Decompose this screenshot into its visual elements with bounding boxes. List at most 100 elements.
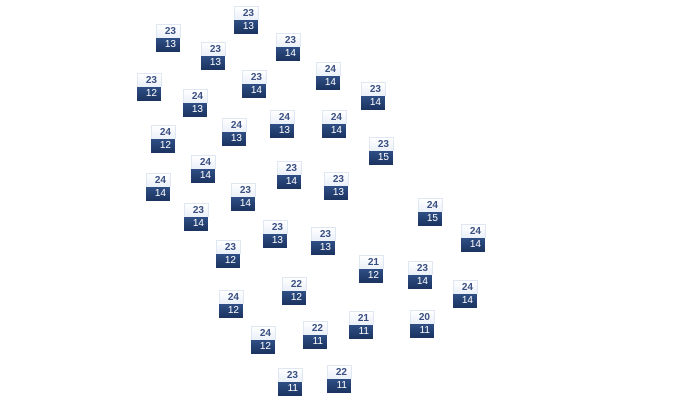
weather-marker[interactable]: 23 13 <box>311 227 336 255</box>
weather-marker[interactable]: 22 11 <box>303 321 328 349</box>
high-temperature: 24 <box>270 110 295 124</box>
low-temperature: 11 <box>278 382 302 396</box>
low-temperature: 13 <box>183 103 207 117</box>
weather-marker[interactable]: 24 13 <box>183 89 208 117</box>
high-temperature: 23 <box>137 73 162 87</box>
high-temperature: 23 <box>361 82 386 96</box>
high-temperature: 22 <box>282 277 307 291</box>
weather-marker[interactable]: 23 13 <box>234 6 259 34</box>
low-temperature: 13 <box>324 186 348 200</box>
low-temperature: 14 <box>277 175 301 189</box>
weather-marker[interactable]: 24 14 <box>146 173 171 201</box>
low-temperature: 13 <box>201 56 225 70</box>
high-temperature: 24 <box>146 173 171 187</box>
weather-marker[interactable]: 23 13 <box>324 172 349 200</box>
low-temperature: 15 <box>418 212 442 226</box>
high-temperature: 23 <box>276 33 301 47</box>
high-temperature: 20 <box>410 310 435 324</box>
high-temperature: 24 <box>222 118 247 132</box>
weather-marker[interactable]: 24 13 <box>270 110 295 138</box>
weather-marker[interactable]: 23 13 <box>263 220 288 248</box>
high-temperature: 23 <box>184 203 209 217</box>
low-temperature: 14 <box>408 275 432 289</box>
high-temperature: 23 <box>278 368 303 382</box>
weather-marker[interactable]: 23 11 <box>278 368 303 396</box>
weather-marker[interactable]: 24 14 <box>453 280 478 308</box>
weather-marker[interactable]: 23 14 <box>231 183 256 211</box>
low-temperature: 14 <box>461 238 485 252</box>
high-temperature: 23 <box>369 137 394 151</box>
low-temperature: 14 <box>191 169 215 183</box>
high-temperature: 24 <box>183 89 208 103</box>
weather-marker[interactable]: 23 13 <box>156 24 181 52</box>
low-temperature: 12 <box>151 139 175 153</box>
low-temperature: 11 <box>410 324 434 338</box>
high-temperature: 22 <box>327 365 352 379</box>
weather-marker[interactable]: 23 12 <box>216 240 241 268</box>
weather-marker[interactable]: 24 14 <box>322 110 347 138</box>
low-temperature: 11 <box>303 335 327 349</box>
high-temperature: 21 <box>359 255 384 269</box>
weather-marker[interactable]: 23 14 <box>408 261 433 289</box>
low-temperature: 13 <box>263 234 287 248</box>
weather-marker[interactable]: 23 14 <box>276 33 301 61</box>
high-temperature: 22 <box>303 321 328 335</box>
high-temperature: 24 <box>191 155 216 169</box>
high-temperature: 23 <box>201 42 226 56</box>
weather-marker[interactable]: 23 14 <box>242 70 267 98</box>
high-temperature: 23 <box>324 172 349 186</box>
weather-marker[interactable]: 24 15 <box>418 198 443 226</box>
low-temperature: 14 <box>231 197 255 211</box>
high-temperature: 23 <box>263 220 288 234</box>
weather-marker[interactable]: 23 12 <box>137 73 162 101</box>
low-temperature: 14 <box>316 76 340 90</box>
weather-marker[interactable]: 20 11 <box>410 310 435 338</box>
low-temperature: 12 <box>251 340 275 354</box>
high-temperature: 23 <box>156 24 181 38</box>
weather-marker[interactable]: 21 11 <box>349 311 374 339</box>
weather-marker[interactable]: 23 15 <box>369 137 394 165</box>
weather-marker[interactable]: 24 13 <box>222 118 247 146</box>
weather-marker[interactable]: 22 11 <box>327 365 352 393</box>
low-temperature: 12 <box>216 254 240 268</box>
weather-marker[interactable]: 23 14 <box>277 161 302 189</box>
high-temperature: 23 <box>231 183 256 197</box>
high-temperature: 23 <box>311 227 336 241</box>
weather-marker[interactable]: 22 12 <box>282 277 307 305</box>
high-temperature: 23 <box>277 161 302 175</box>
low-temperature: 14 <box>242 84 266 98</box>
weather-marker[interactable]: 24 14 <box>461 224 486 252</box>
high-temperature: 24 <box>251 326 276 340</box>
low-temperature: 12 <box>137 87 161 101</box>
low-temperature: 14 <box>146 187 170 201</box>
high-temperature: 24 <box>316 62 341 76</box>
high-temperature: 23 <box>242 70 267 84</box>
low-temperature: 14 <box>276 47 300 61</box>
high-temperature: 23 <box>216 240 241 254</box>
low-temperature: 11 <box>349 325 373 339</box>
low-temperature: 13 <box>234 20 258 34</box>
weather-marker[interactable]: 23 14 <box>361 82 386 110</box>
high-temperature: 24 <box>219 290 244 304</box>
high-temperature: 24 <box>151 125 176 139</box>
low-temperature: 14 <box>361 96 385 110</box>
weather-marker[interactable]: 21 12 <box>359 255 384 283</box>
low-temperature: 15 <box>369 151 393 165</box>
low-temperature: 14 <box>184 217 208 231</box>
weather-marker[interactable]: 23 13 <box>201 42 226 70</box>
high-temperature: 24 <box>453 280 478 294</box>
weather-marker[interactable]: 24 12 <box>219 290 244 318</box>
high-temperature: 21 <box>349 311 374 325</box>
low-temperature: 12 <box>359 269 383 283</box>
high-temperature: 23 <box>408 261 433 275</box>
weather-marker[interactable]: 24 12 <box>151 125 176 153</box>
weather-marker[interactable]: 24 12 <box>251 326 276 354</box>
weather-marker[interactable]: 24 14 <box>316 62 341 90</box>
low-temperature: 14 <box>453 294 477 308</box>
high-temperature: 24 <box>461 224 486 238</box>
low-temperature: 13 <box>156 38 180 52</box>
weather-marker[interactable]: 24 14 <box>191 155 216 183</box>
weather-marker[interactable]: 23 14 <box>184 203 209 231</box>
high-temperature: 24 <box>418 198 443 212</box>
